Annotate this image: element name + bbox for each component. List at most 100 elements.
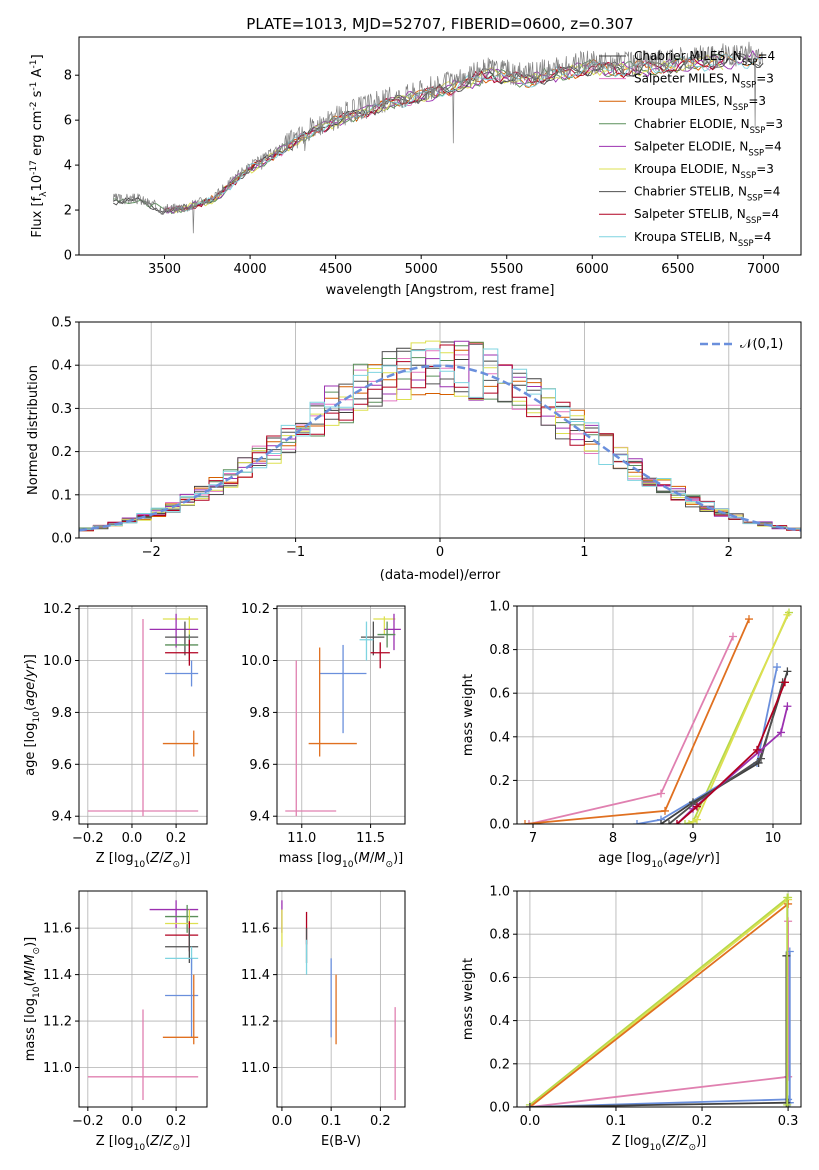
y-tick-label: 2	[64, 204, 72, 219]
x-axis-label: Z [log10​(Z/Z⊙​)]	[96, 1134, 191, 1153]
mass-weight-marker	[729, 632, 737, 641]
y-tick-label: 11.2	[241, 1015, 270, 1030]
y-tick-label: 0.4	[489, 1014, 510, 1029]
y-axis-label: mass weight	[461, 958, 476, 1040]
legend-entry: Salpeter STELIB, NSSP​=4	[634, 207, 779, 225]
x-axis-label: Z [log10​(Z/Z⊙​)]	[612, 1134, 707, 1153]
x-tick-label: 4000	[234, 262, 267, 277]
mass-weight-line	[529, 903, 789, 1107]
axes-frame	[78, 605, 208, 825]
y-tick-label: 9.4	[51, 810, 72, 825]
model-spectrum-line	[113, 53, 724, 215]
mass-weight-marker	[665, 820, 673, 824]
mass-weight-marker	[773, 663, 781, 672]
y-tick-label: 10.0	[241, 654, 270, 669]
y-tick-label: 11.4	[43, 968, 72, 983]
y-tick-label: 11.6	[43, 922, 72, 937]
y-tick-label: 9.4	[249, 810, 270, 825]
x-axis-label: E(B-V)	[321, 1134, 361, 1149]
y-tick-label: 9.8	[249, 706, 270, 721]
legend-entry: Chabrier MILES, NSSP​=4	[634, 49, 775, 67]
mass-weight-marker	[525, 1103, 534, 1107]
y-tick-label: 0.0	[51, 532, 72, 547]
x-tick-label: 7	[529, 831, 537, 846]
x-tick-label: 11.5	[356, 831, 385, 846]
x-tick-label: 11.0	[287, 831, 316, 846]
x-tick-label: −1	[286, 545, 305, 560]
mass-weight-marker	[783, 702, 792, 711]
y-axis-label: Flux [fλ​10-17​ erg cm-2​ s-1​ A-1​]	[29, 54, 49, 237]
legend-entry: Salpeter ELODIE, NSSP​=4	[634, 139, 782, 157]
mass-weight-line	[529, 1075, 789, 1107]
mass-weight-marker	[521, 820, 529, 824]
axes-mass_vs_ebv: 0.0 0.1 0.2 11.0 11.2 11.4 11.6 E(B-V)	[241, 890, 406, 1149]
y-tick-label: 11.6	[241, 922, 270, 937]
x-tick-label: 0.0	[122, 1114, 143, 1129]
mass-weight-line	[529, 1101, 789, 1107]
x-tick-label: 0.0	[520, 1114, 541, 1129]
mass-weight-marker	[783, 1100, 792, 1107]
mass-weight-marker	[777, 728, 785, 737]
x-tick-label: 0.0	[122, 831, 143, 846]
legend-entry: Chabrier ELODIE, NSSP​=3	[634, 117, 783, 135]
histogram-step	[79, 340, 801, 530]
x-tick-label: 0.2	[166, 1114, 187, 1129]
y-tick-label: 6	[64, 114, 72, 129]
y-tick-label: 10.2	[43, 602, 72, 617]
axes-spectrum: 3500 4000 4500 5000 5500 6000 6500 7000 0 2 4 6 8 wav…	[29, 36, 802, 298]
plot-area	[79, 340, 801, 532]
axes-frame	[276, 890, 406, 1108]
y-axis-label: Normed distribution	[26, 365, 41, 495]
x-tick-label: 0.1	[606, 1114, 627, 1129]
x-axis-label: age [log10​(age/yr)]	[598, 851, 720, 870]
mass-weight-marker	[681, 820, 689, 824]
legend-entry: Kroupa ELODIE, NSSP​=3	[634, 162, 774, 180]
mass-weight-marker	[633, 820, 641, 824]
plot-area	[281, 900, 396, 1101]
axes-mass_weight_vs_age: 7 8 9 10 0.0 0.2 0.4 0.6 0.8 1.0 age [log10​(age/y…	[461, 600, 802, 870]
x-tick-label: 1	[580, 545, 588, 560]
axes-age_vs_Z: −0.2 0.0 0.2 9.4 9.6 9.8 10.0 10.2 Z [log10​(Z/Z…	[23, 602, 208, 870]
axes-age_vs_mass: 11.0 11.5 9.4 9.6 9.8 10.0 10.2 mass [log10​(M/…	[241, 602, 406, 870]
y-tick-label: 4	[64, 159, 72, 174]
y-tick-label: 0.2	[489, 1057, 510, 1072]
y-tick-label: 0.0	[489, 818, 510, 833]
model-spectrum-line	[164, 56, 726, 211]
axes-frame	[78, 36, 802, 256]
y-tick-label: 1.0	[489, 600, 510, 615]
legend-entry: Chabrier STELIB, NSSP​=4	[634, 185, 780, 203]
y-tick-label: 8	[64, 69, 72, 84]
x-tick-label: 6000	[576, 262, 609, 277]
y-tick-label: 9.6	[51, 758, 72, 773]
mass-weight-marker	[745, 615, 753, 624]
x-tick-label: 5000	[405, 262, 438, 277]
x-tick-label: 0.2	[692, 1114, 713, 1129]
normal-curve	[79, 364, 801, 532]
mass-weight-line	[529, 896, 789, 1106]
y-axis-label: mass weight	[461, 674, 476, 756]
legend: Chabrier MILES, NSSP​=4 Salpeter MILES, N…	[599, 49, 783, 248]
y-tick-label: 10.0	[43, 654, 72, 669]
mass-weight-marker	[783, 893, 792, 902]
x-tick-label: 8	[609, 831, 617, 846]
y-axis-label: mass [log10​(M/M⊙​)]	[23, 937, 42, 1061]
legend-entry: Salpeter MILES, NSSP​=3	[634, 72, 774, 90]
y-tick-label: 9.6	[249, 758, 270, 773]
x-tick-label: 5500	[490, 262, 523, 277]
y-axis-label: age [log10​(age/yr)]	[23, 654, 42, 776]
mass-weight-marker	[525, 820, 533, 824]
y-tick-label: 0.5	[51, 316, 72, 331]
y-tick-label: 11.0	[43, 1061, 72, 1076]
y-tick-label: 0.8	[489, 928, 510, 943]
x-tick-label: 7000	[747, 262, 780, 277]
mass-weight-marker	[657, 820, 665, 824]
axes-frame	[276, 605, 406, 825]
y-tick-label: 11.4	[241, 968, 270, 983]
axes-frame	[516, 605, 802, 825]
axes-mass_weight_vs_Z: 0.0 0.1 0.2 0.3 0.0 0.2 0.4 0.6 0.8 1.0 Z [log10​(…	[461, 885, 802, 1153]
x-tick-label: 2	[725, 545, 733, 560]
axes-frame	[516, 890, 802, 1108]
x-tick-label: 10	[765, 831, 782, 846]
y-tick-label: 0.2	[51, 445, 72, 460]
